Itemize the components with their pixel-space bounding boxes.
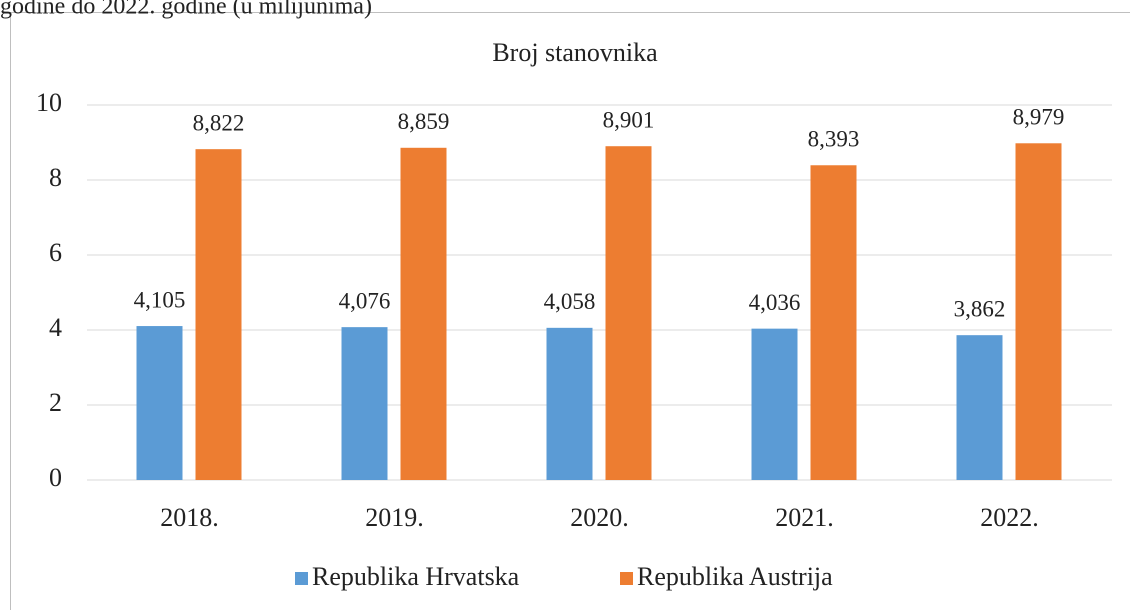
bar: [137, 326, 183, 480]
y-tick-label: 2: [49, 388, 62, 417]
y-tick-label: 10: [36, 88, 62, 117]
bar: [752, 329, 798, 480]
caption: godine do 2022. godine (u milijunima): [0, 0, 372, 20]
x-tick-label: 2020.: [570, 503, 629, 532]
legend-swatch: [295, 572, 308, 585]
y-tick-label: 4: [49, 313, 62, 342]
data-label: 8,859: [398, 109, 450, 134]
bar: [342, 327, 388, 480]
bar: [957, 335, 1003, 480]
data-label: 4,076: [339, 288, 391, 313]
bar: [811, 165, 857, 480]
bar: [547, 328, 593, 480]
x-tick-label: 2019.: [365, 503, 424, 532]
data-label: 8,393: [808, 127, 860, 152]
legend-swatch: [620, 572, 633, 585]
bar: [606, 146, 652, 480]
bar: [401, 148, 447, 480]
x-tick-label: 2022.: [980, 503, 1039, 532]
data-label: 8,822: [193, 110, 245, 135]
legend-label: Republika Austrija: [637, 562, 833, 591]
data-label: 4,058: [544, 289, 596, 314]
legend-label: Republika Hrvatska: [312, 562, 520, 591]
data-label: 8,979: [1013, 105, 1065, 130]
chart-title: Broj stanovnika: [492, 38, 658, 67]
data-label: 4,036: [749, 290, 801, 315]
bar: [196, 149, 242, 480]
data-label: 4,105: [134, 287, 186, 312]
y-tick-label: 6: [49, 238, 62, 267]
bar: [1016, 143, 1062, 480]
x-tick-label: 2018.: [160, 503, 219, 532]
y-tick-label: 8: [49, 163, 62, 192]
data-label: 3,862: [954, 296, 1006, 321]
x-tick-label: 2021.: [775, 503, 834, 532]
y-tick-label: 0: [49, 463, 62, 492]
data-label: 8,901: [603, 107, 655, 132]
